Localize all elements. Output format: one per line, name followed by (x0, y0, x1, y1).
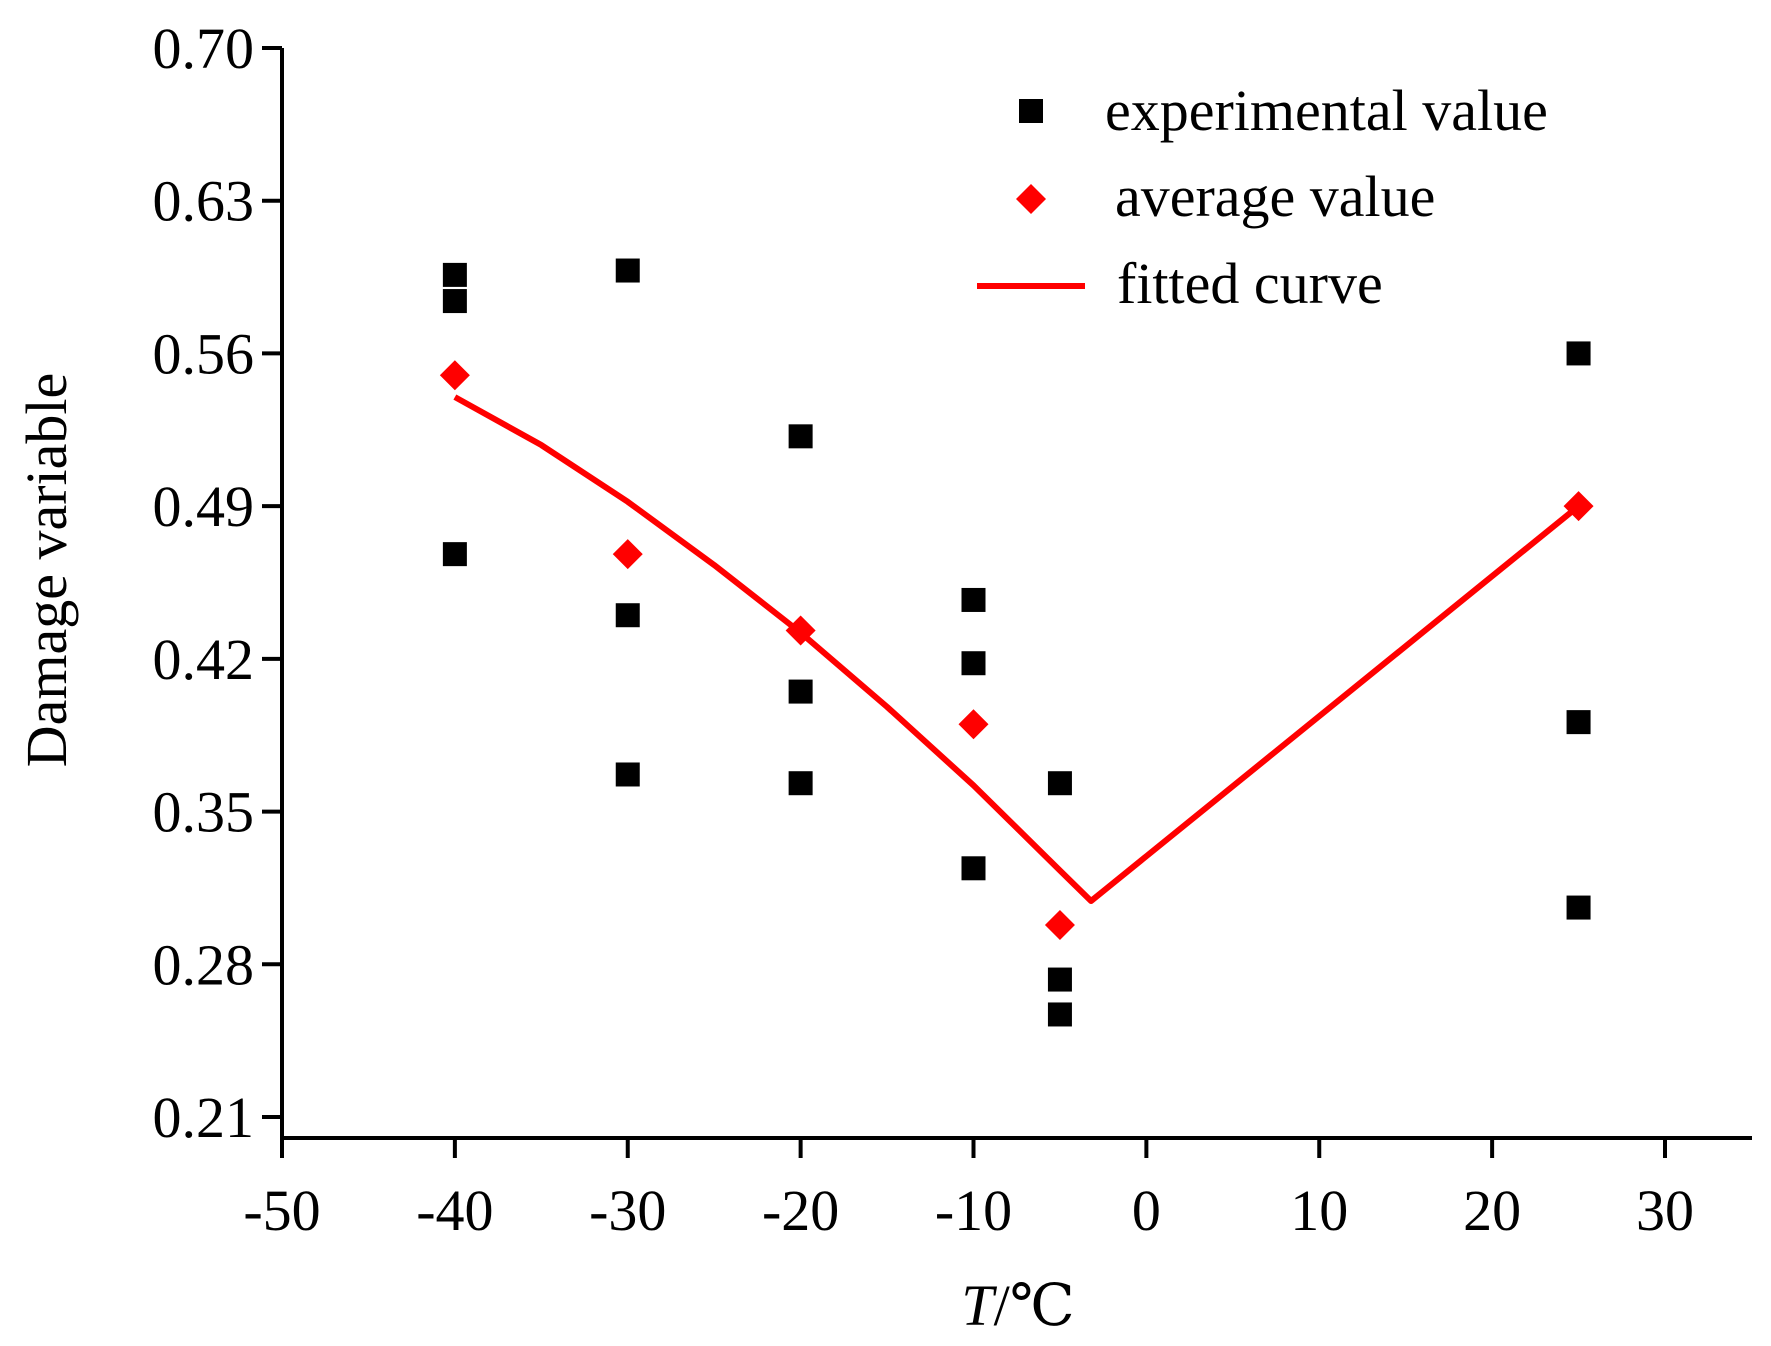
average-point (612, 539, 643, 570)
x-tick-label: -40 (416, 1178, 493, 1243)
series (439, 258, 1594, 1027)
x-tick-label: 30 (1636, 1178, 1694, 1243)
x-tick-label: -10 (935, 1178, 1012, 1243)
average-point (1044, 910, 1075, 941)
fitted-curve-line (453, 394, 1581, 905)
x-axis-title-variable: T (961, 1273, 997, 1338)
experimental-point (1047, 967, 1072, 992)
experimental-point (442, 542, 467, 567)
experimental-point (1047, 771, 1072, 796)
experimental-point (788, 424, 813, 449)
x-tick-label: -50 (243, 1178, 320, 1243)
experimental-point (442, 289, 467, 314)
x-tick-label: -30 (589, 1178, 666, 1243)
experimental-point (961, 587, 986, 612)
experimental-point (788, 679, 813, 704)
x-axis-title: T/℃ (961, 1273, 1074, 1338)
x-tick-label: 10 (1290, 1178, 1348, 1243)
legend-marker-average (1016, 184, 1046, 214)
average-point (785, 615, 816, 646)
x-tick-label: 20 (1463, 1178, 1521, 1243)
axes (280, 48, 1752, 1140)
legend-label-experimental: experimental value (1105, 78, 1548, 143)
legend-label-average: average value (1115, 164, 1435, 229)
legend-label-fitted: fitted curve (1117, 251, 1383, 316)
y-tick-label: 0.42 (153, 627, 255, 692)
x-tick-label: -20 (762, 1178, 839, 1243)
experimental-point (615, 258, 640, 283)
experimental-point (961, 651, 986, 676)
experimental-point (788, 771, 813, 796)
experimental-point (615, 603, 640, 628)
y-ticks: 0.21 0.28 0.35 0.42 0.49 0.56 0.63 0.70 (153, 16, 282, 1150)
experimental-point (1566, 710, 1591, 735)
y-tick-label: 0.49 (153, 474, 255, 539)
y-tick-label: 0.63 (153, 169, 255, 234)
x-ticks: -50 -40 -30 -20 -10 0 10 20 30 (243, 1138, 1694, 1243)
average-point (958, 709, 989, 740)
y-tick-label: 0.70 (153, 16, 255, 81)
x-tick-label: 0 (1132, 1178, 1161, 1243)
average-point (439, 360, 470, 391)
y-tick-label: 0.28 (153, 932, 255, 997)
experimental-point (1047, 1002, 1072, 1027)
legend-marker-experimental (1019, 99, 1043, 123)
experimental-point (442, 262, 467, 287)
experimental-point (615, 762, 640, 787)
experimental-point (1566, 895, 1591, 920)
y-tick-label: 0.21 (153, 1085, 255, 1150)
y-tick-label: 0.56 (153, 321, 255, 386)
average-point (1563, 491, 1594, 522)
experimental-point (1566, 341, 1591, 366)
legend: experimental value average value fitted … (977, 78, 1548, 316)
y-tick-label: 0.35 (153, 780, 255, 845)
experimental-point (961, 856, 986, 881)
x-axis-title-unit: /℃ (994, 1273, 1075, 1338)
y-axis-title: Damage variable (14, 373, 79, 768)
